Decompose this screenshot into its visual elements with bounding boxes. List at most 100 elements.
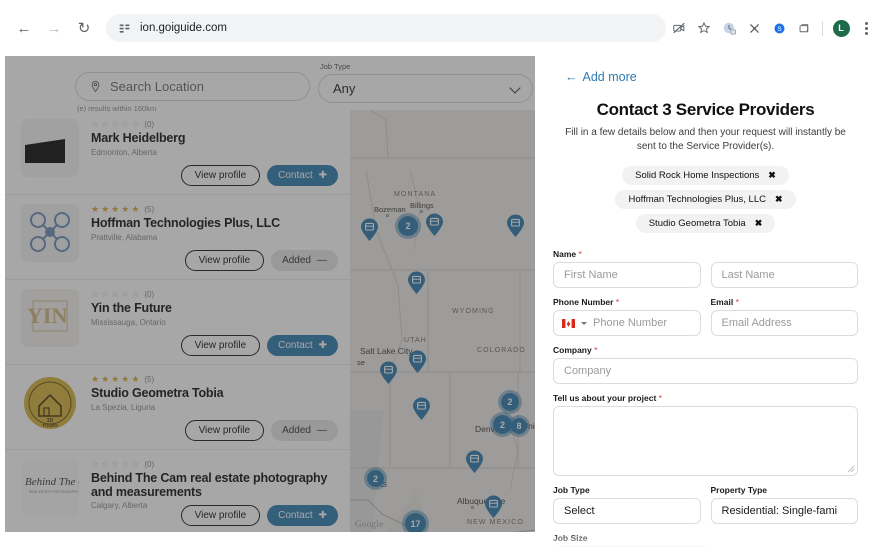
view-profile-button[interactable]: View profile <box>184 250 265 271</box>
search-location-input[interactable]: Search Location <box>75 72 310 101</box>
list-item-actions: View profile Contact ✚ <box>180 165 338 186</box>
reload-icon[interactable]: ↻ <box>77 20 91 37</box>
minus-icon: — <box>317 425 327 436</box>
star-icon: ☆ <box>131 459 140 469</box>
map-marker-pin[interactable] <box>408 350 427 374</box>
behind-the-cam-logo: Behind The Cam REAL ESTATE PHOTOGRAPHY <box>21 459 79 517</box>
added-button[interactable]: Added — <box>271 420 338 441</box>
map-cluster-marker[interactable]: 2 <box>364 467 387 490</box>
list-item-body: ★ ★ ★ ★ ★ (5) Studio Geometra Tobia La Spezi… <box>91 374 338 441</box>
chevron-down-icon[interactable] <box>581 321 587 325</box>
job-size-input[interactable]: Estimated sqft <box>553 546 709 558</box>
star-icon: ☆ <box>101 289 110 299</box>
yin-the-future-logo: YIN <box>21 289 79 347</box>
star-icon: ☆ <box>91 459 100 469</box>
list-item[interactable]: 3D TOURS ★ ★ ★ ★ ★ (5) Studio Geometra Tobia … <box>5 365 350 450</box>
contact-button[interactable]: Contact ✚ <box>267 165 338 186</box>
address-bar[interactable]: ion.goiguide.com <box>106 14 666 42</box>
provider-chip[interactable]: Solid Rock Home Inspections ✖ <box>622 166 789 185</box>
map-city-label: Billings <box>410 201 434 210</box>
view-profile-button[interactable]: View profile <box>184 420 265 441</box>
map-cluster-marker[interactable]: 8 <box>508 415 530 437</box>
resize-grip-icon[interactable] <box>847 465 855 473</box>
forward-arrow-icon[interactable]: → <box>46 19 62 37</box>
added-button[interactable]: Added — <box>271 250 338 271</box>
provider-chip[interactable]: Studio Geometra Tobia ✖ <box>635 214 776 233</box>
star-icon: ★ <box>131 374 140 384</box>
map-marker-pin[interactable] <box>379 361 398 385</box>
job-type-filter-select[interactable]: Any <box>318 74 533 103</box>
view-profile-button[interactable]: View profile <box>180 335 261 356</box>
star-icon: ☆ <box>131 289 140 299</box>
list-item-body: ☆ ☆ ☆ ☆ ☆ (0) Yin the Future Mississauga, On… <box>91 289 338 356</box>
map-cluster-marker[interactable]: 2 <box>498 390 522 414</box>
kebab-menu-icon[interactable] <box>855 17 876 39</box>
list-item[interactable]: ☆ ☆ ☆ ☆ ☆ (0) Mark Heidelberg Edmonton, Albe… <box>5 110 350 195</box>
map-marker-pin[interactable] <box>407 271 426 295</box>
list-item[interactable]: Behind The CamREAL ESTATE PHOTOGRAPHY ☆ ☆… <box>5 450 350 532</box>
map-marker-pin[interactable] <box>360 218 379 242</box>
added-button-label: Added <box>282 425 311 436</box>
city-dot-icon <box>471 506 474 509</box>
extension-clock-icon[interactable] <box>718 17 740 39</box>
results-map[interactable]: MONTANA WYOMING UTAH COLORADO NEW MEXICO… <box>350 110 535 532</box>
email-input[interactable]: Email Address <box>710 310 858 336</box>
rating-count: (0) <box>144 120 155 129</box>
project-field-group: Tell us about your project * <box>553 393 858 476</box>
first-name-input[interactable]: First Name <box>553 262 701 288</box>
remove-chip-icon[interactable]: ✖ <box>768 170 776 180</box>
split-view-icon[interactable] <box>793 17 815 39</box>
view-profile-button[interactable]: View profile <box>180 165 261 186</box>
star-icon: ★ <box>121 374 130 384</box>
property-type-field-group: Property Type Residential: Single-fami <box>710 485 858 524</box>
add-more-link[interactable]: ← Add more <box>565 70 858 84</box>
contact-button-label: Contact <box>278 170 313 181</box>
site-settings-icon[interactable] <box>118 22 131 35</box>
page-title: Contact 3 Service Providers <box>596 100 815 119</box>
map-marker-pin[interactable] <box>465 450 484 474</box>
back-arrow-icon[interactable]: ← <box>16 19 32 37</box>
provider-location: Mississauga, Ontario <box>91 317 166 327</box>
map-marker-pin[interactable] <box>425 213 444 237</box>
rating-count: (5) <box>144 205 155 214</box>
provider-chip[interactable]: Hoffman Technologies Plus, LLC ✖ <box>615 190 796 209</box>
phone-input[interactable]: Phone Number <box>553 310 701 336</box>
property-type-select[interactable]: Residential: Single-fami <box>710 498 858 524</box>
provider-name: Studio Geometra Tobia <box>91 386 224 400</box>
last-name-input[interactable]: Last Name <box>710 262 858 288</box>
map-marker-pin[interactable] <box>484 495 503 519</box>
canada-flag-icon[interactable] <box>562 318 575 328</box>
map-marker-pin[interactable] <box>412 397 431 421</box>
phone-input-placeholder: Phone Number <box>593 317 667 329</box>
star-icon: ★ <box>111 374 120 384</box>
provider-location: Calgary, Alberta <box>91 501 148 510</box>
view-profile-button[interactable]: View profile <box>180 505 261 526</box>
map-cluster-marker[interactable]: 17 <box>402 510 429 532</box>
studio-geometra-tobia-logo: 3D TOURS <box>21 374 79 432</box>
city-dot-icon <box>386 214 389 217</box>
map-marker-pin[interactable] <box>506 214 525 238</box>
left-arrow-icon: ← <box>565 70 578 84</box>
star-icon: ☆ <box>111 119 120 129</box>
extension-blue-icon[interactable]: S <box>768 17 790 39</box>
map-cluster-marker[interactable]: 2 <box>395 213 421 239</box>
avatar[interactable]: L <box>830 17 852 39</box>
remove-chip-icon[interactable]: ✖ <box>754 218 763 228</box>
bookmark-star-icon[interactable] <box>693 17 715 39</box>
plus-icon: ✚ <box>318 170 327 181</box>
contact-button[interactable]: Contact ✚ <box>267 505 338 526</box>
list-item[interactable]: YIN ☆ ☆ ☆ ☆ ☆ (0) Yin the Future Mississauga… <box>5 280 350 365</box>
contact-button[interactable]: Contact ✚ <box>267 335 338 356</box>
map-city-label: Albuquerque <box>457 496 506 506</box>
last-name-col: Last Name <box>710 262 858 288</box>
job-type-select[interactable]: Select <box>553 498 701 524</box>
provider-list[interactable]: ☆ ☆ ☆ ☆ ☆ (0) Mark Heidelberg Edmonton, Albe… <box>5 110 350 532</box>
remove-chip-icon[interactable]: ✖ <box>774 194 783 204</box>
project-textarea[interactable] <box>553 406 858 476</box>
company-input[interactable]: Company <box>553 358 858 384</box>
rating-count: (0) <box>144 290 155 299</box>
list-item-actions: View profile Added — <box>184 420 338 441</box>
extension-puzzle-icon[interactable] <box>743 17 765 39</box>
list-item[interactable]: ★ ★ ★ ★ ★ (5) Hoffman Technologies Plus, LLC… <box>5 195 350 280</box>
camera-blocked-icon[interactable] <box>668 17 690 39</box>
